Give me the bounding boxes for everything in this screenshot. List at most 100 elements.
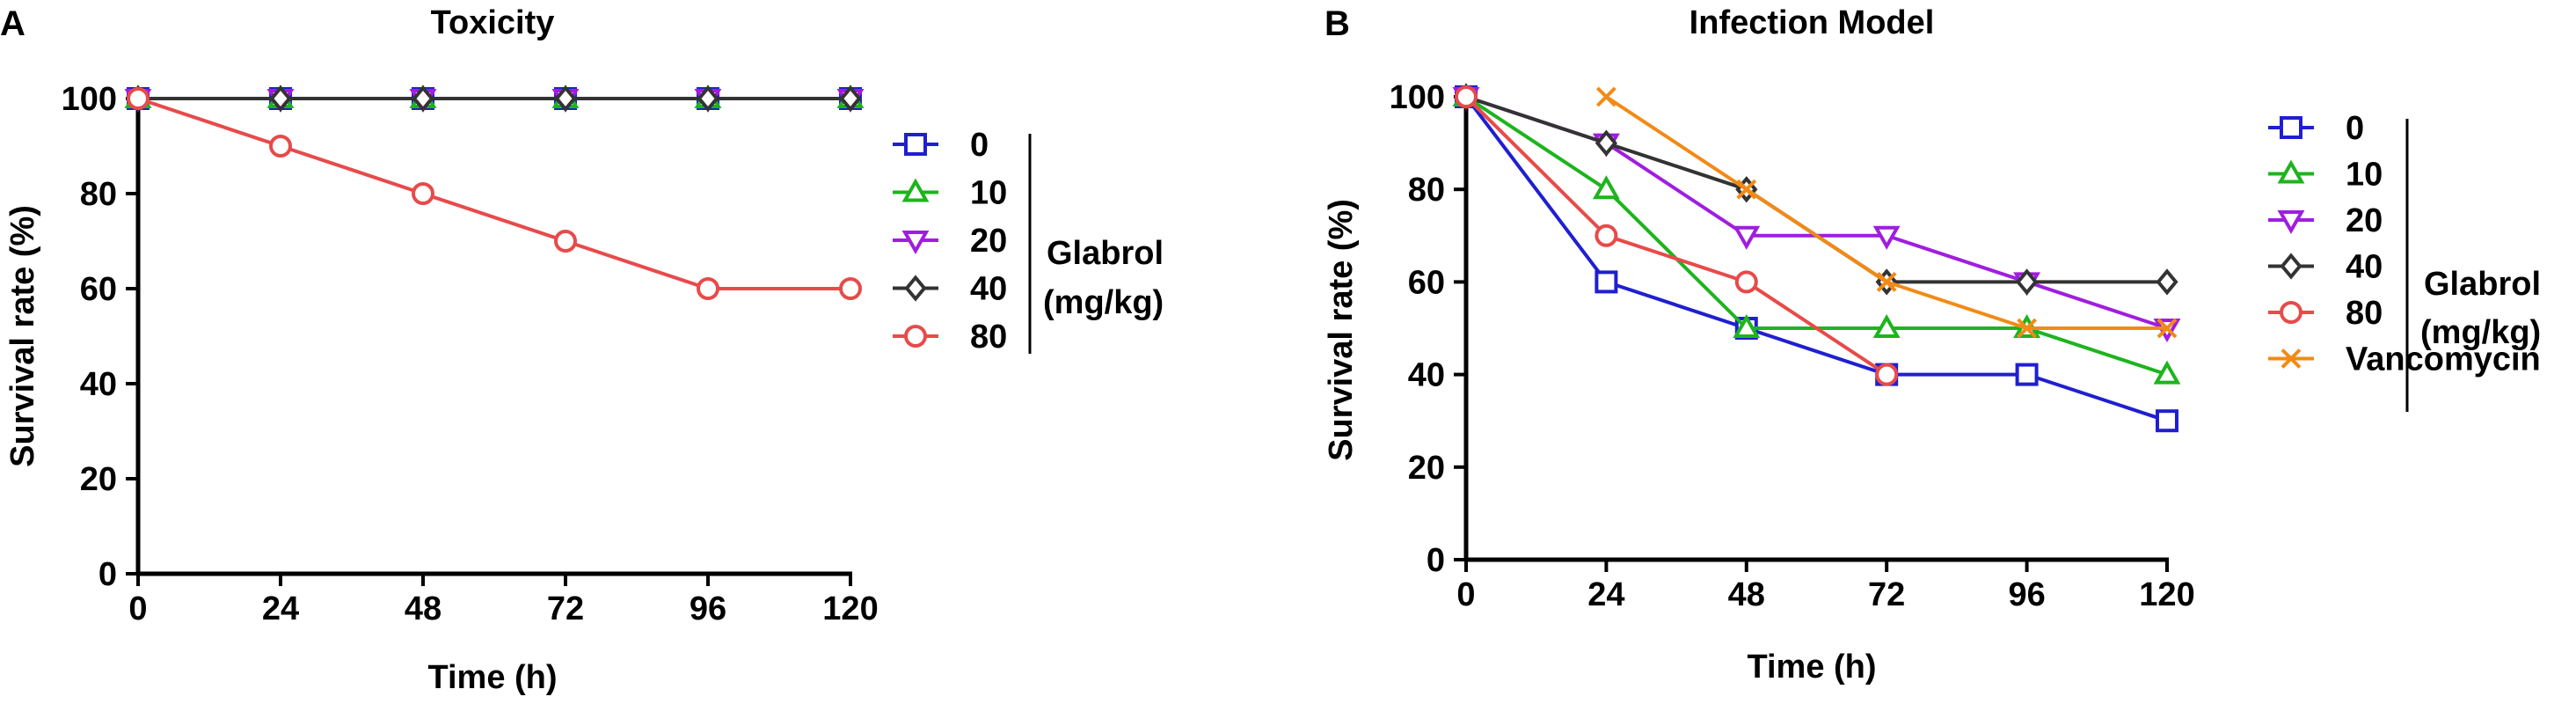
y-tick-label: 40 (80, 366, 117, 403)
x-tick-label: 72 (1868, 576, 1905, 613)
legend-group-name: Glabrol (2424, 266, 2541, 303)
data-point (2017, 318, 2038, 339)
y-tick-label: 0 (99, 556, 117, 593)
legend-entry: 40 (2268, 249, 2383, 286)
x-axis-label: Time (h) (1747, 649, 1876, 686)
data-point (554, 230, 577, 253)
data-point (2015, 268, 2039, 296)
data-point (697, 84, 719, 113)
data-point (1872, 225, 1901, 250)
data-point (839, 84, 862, 113)
legend-entry: Vancomycin (2268, 341, 2541, 378)
data-point (2153, 360, 2181, 385)
legend-entry: 80 (893, 319, 1007, 356)
legend-label: 0 (2346, 110, 2364, 147)
series-line (1464, 95, 1888, 377)
legend-group-label: Glabrol (mg/kg) (1028, 134, 1164, 354)
legend-entry: 10 (893, 175, 1007, 212)
data-point (1595, 86, 1616, 107)
series-vancomycin (1595, 86, 2178, 339)
x-axis-label: Time (h) (427, 659, 557, 696)
legend-label: 20 (970, 223, 1007, 260)
y-tick-label: 40 (1408, 357, 1445, 394)
legend: 0 10 20 40 80 (893, 127, 1007, 356)
legend-entry: 20 (893, 223, 1007, 260)
legend-label: 80 (970, 319, 1007, 356)
data-point (269, 135, 292, 158)
legend-marker (901, 231, 930, 255)
series-80 (1455, 85, 1899, 386)
x-tick-label: 96 (690, 590, 726, 627)
legend-label: Vancomycin (2346, 341, 2541, 378)
y-tick-label: 80 (80, 176, 117, 213)
x-tick-label: 120 (2139, 576, 2194, 613)
data-point (412, 182, 434, 205)
x-tick-label: 120 (822, 590, 878, 627)
data-point (127, 87, 150, 110)
data-point (1733, 313, 1761, 338)
legend-group-name: Glabrol (1047, 235, 1164, 272)
series-line (1465, 95, 2167, 284)
series-40 (1455, 83, 2178, 296)
data-point (412, 84, 434, 113)
data-point (1736, 179, 1757, 200)
data-point (1875, 363, 1899, 386)
data-point (1876, 271, 1897, 292)
series-line (137, 97, 850, 290)
data-point (1594, 129, 1618, 157)
data-point (1733, 225, 1761, 250)
x-tick-label: 72 (547, 590, 584, 627)
data-point (1592, 175, 1620, 200)
legend-entry: 80 (2268, 295, 2383, 332)
legend-marker (2277, 159, 2305, 184)
legend-marker (2277, 210, 2305, 235)
legend-entry: 0 (2268, 110, 2364, 147)
legend-entry: 20 (2268, 202, 2383, 239)
x-tick-label: 0 (128, 590, 147, 627)
data-point (554, 84, 577, 113)
legend-marker (2280, 253, 2302, 280)
x-tick-label: 96 (2008, 576, 2045, 613)
legend-entry: 40 (893, 271, 1007, 308)
y-tick-label: 80 (1408, 172, 1445, 209)
x-tick-label: 0 (1456, 576, 1475, 613)
data-point (697, 277, 719, 300)
y-tick-label: 100 (1390, 79, 1445, 116)
data-point (1594, 270, 1618, 294)
series-40 (127, 84, 862, 113)
legend-entry: 10 (2268, 157, 2383, 194)
legend-label: 10 (970, 175, 1007, 212)
legend: 0 10 20 40 80 Vancomycin (2268, 110, 2541, 378)
y-tick-label: 20 (1408, 450, 1445, 487)
legend-entry: 0 (893, 127, 989, 164)
legend-group-label: Glabrol (mg/kg) (2405, 119, 2541, 412)
series-layer (1452, 82, 2181, 433)
y-tick-label: 60 (1408, 264, 1445, 301)
data-point (269, 84, 292, 113)
data-point (1455, 85, 1478, 108)
legend-marker (2280, 348, 2302, 369)
x-tick-label: 48 (405, 590, 441, 627)
data-point (2156, 318, 2178, 339)
legend-label: 0 (970, 127, 989, 164)
series-20 (1452, 87, 2181, 343)
legend-marker (2280, 301, 2302, 324)
axes: 0 20 40 60 80 100 0 24 48 72 96 120 (62, 81, 879, 627)
legend-label: 40 (970, 271, 1007, 308)
y-axis-label: Survival rate (%) (1323, 199, 1360, 461)
data-point (2156, 268, 2178, 296)
legend-label: 20 (2346, 202, 2383, 239)
series-line (1464, 95, 2168, 423)
panel-letter: B (1324, 4, 1350, 43)
legend-group-unit: (mg/kg) (1043, 284, 1164, 321)
legend-marker (2280, 116, 2302, 139)
legend-marker (904, 133, 927, 156)
series-layer (124, 84, 865, 300)
data-point (1594, 224, 1618, 247)
panel-letter: A (0, 4, 26, 43)
legend-marker (901, 178, 930, 202)
y-tick-label: 20 (80, 461, 117, 498)
